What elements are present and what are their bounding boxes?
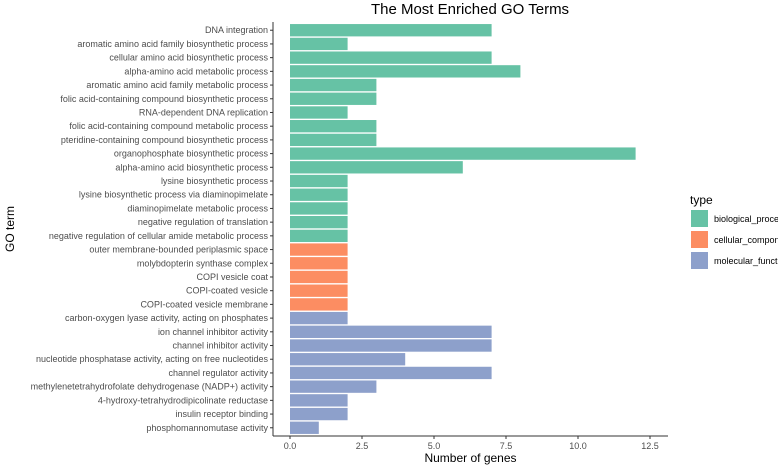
bar xyxy=(290,133,377,147)
y-tick-label: alpha-amino acid metabolic process xyxy=(124,66,268,76)
bar xyxy=(290,243,348,256)
x-tick-label: 12.5 xyxy=(641,441,659,451)
bar xyxy=(290,311,348,325)
y-tick-label: outer membrane-bounded periplasmic space xyxy=(89,245,268,255)
bar xyxy=(290,284,348,297)
legend-swatch xyxy=(691,231,708,248)
y-tick-label: aromatic amino acid family biosynthetic … xyxy=(77,39,268,49)
y-tick-label: lysine biosynthetic process xyxy=(161,176,269,186)
bar xyxy=(290,78,377,92)
bar xyxy=(290,24,492,37)
y-tick-label: diaminopimelate metabolic process xyxy=(127,203,268,213)
y-tick-label: lysine biosynthetic process via diaminop… xyxy=(79,190,268,200)
y-tick-label: DNA integration xyxy=(205,25,268,35)
bar xyxy=(290,257,348,270)
y-tick-label: COPI vesicle coat xyxy=(196,272,268,282)
y-tick-label: nucleotide phosphatase activity, acting … xyxy=(36,354,268,364)
x-axis-title: Number of genes xyxy=(424,451,516,465)
bar xyxy=(290,51,492,64)
y-tick-label: pteridine-containing compound biosynthet… xyxy=(61,135,269,145)
bar xyxy=(290,394,348,407)
bar xyxy=(290,120,377,133)
y-tick-label: 4-hydroxy-tetrahydrodipicolinate reducta… xyxy=(98,395,268,405)
y-tick-label: COPI-coated vesicle xyxy=(186,286,268,296)
bar xyxy=(290,353,406,366)
y-tick-label: cellular amino acid biosynthetic process xyxy=(109,53,268,63)
bar xyxy=(290,380,377,393)
y-tick-label: carbon-oxygen lyase activity, acting on … xyxy=(65,313,268,323)
bar xyxy=(290,421,319,434)
y-tick-label: folic acid-containing compound biosynthe… xyxy=(60,94,268,104)
y-tick-label: folic acid-containing compound metabolic… xyxy=(69,121,268,131)
bar xyxy=(290,407,348,421)
y-tick-label: insulin receptor binding xyxy=(175,409,268,419)
x-tick-label: 5.0 xyxy=(428,441,441,451)
y-tick-label: channel regulator activity xyxy=(168,368,268,378)
x-tick-label: 2.5 xyxy=(356,441,369,451)
bar xyxy=(290,270,348,284)
y-tick-label: phosphomannomutase activity xyxy=(146,423,268,433)
legend-swatch xyxy=(691,252,708,269)
bar xyxy=(290,65,521,78)
x-tick-label: 7.5 xyxy=(500,441,513,451)
bar xyxy=(290,229,348,243)
bar xyxy=(290,366,492,380)
legend-label: biological_process xyxy=(714,214,778,224)
bar xyxy=(290,188,348,201)
y-tick-label: COPI-coated vesicle membrane xyxy=(140,299,268,309)
y-tick-label: organophosphate biosynthetic process xyxy=(114,149,269,159)
bar xyxy=(290,215,348,229)
bar xyxy=(290,92,377,105)
y-axis-title: GO term xyxy=(3,206,17,252)
y-tick-label: RNA-dependent DNA replication xyxy=(139,107,268,117)
bar xyxy=(290,161,463,174)
legend-title: type xyxy=(690,193,713,207)
y-tick-label: molybdopterin synthase complex xyxy=(137,258,269,268)
y-tick-label: methylenetetrahydrofolate dehydrogenase … xyxy=(31,382,269,392)
y-tick-label: alpha-amino acid biosynthetic process xyxy=(115,162,268,172)
y-tick-label: ion channel inhibitor activity xyxy=(158,327,269,337)
y-tick-label: aromatic amino acid family metabolic pro… xyxy=(86,80,268,90)
bar xyxy=(290,106,348,119)
y-tick-label: channel inhibitor activity xyxy=(172,341,268,351)
legend-label: molecular_function xyxy=(714,256,778,266)
legend-swatch xyxy=(691,210,708,227)
chart-title: The Most Enriched GO Terms xyxy=(371,1,569,18)
bar xyxy=(290,174,348,188)
bar xyxy=(290,325,492,338)
y-tick-label: negative regulation of cellular amide me… xyxy=(49,231,269,241)
bar xyxy=(290,202,348,215)
bar xyxy=(290,37,348,51)
bar xyxy=(290,147,636,160)
x-tick-label: 10.0 xyxy=(569,441,587,451)
legend-label: cellular_component xyxy=(714,235,778,245)
bar xyxy=(290,298,348,311)
bar xyxy=(290,339,492,352)
x-tick-label: 0.0 xyxy=(284,441,297,451)
y-tick-label: negative regulation of translation xyxy=(138,217,268,227)
